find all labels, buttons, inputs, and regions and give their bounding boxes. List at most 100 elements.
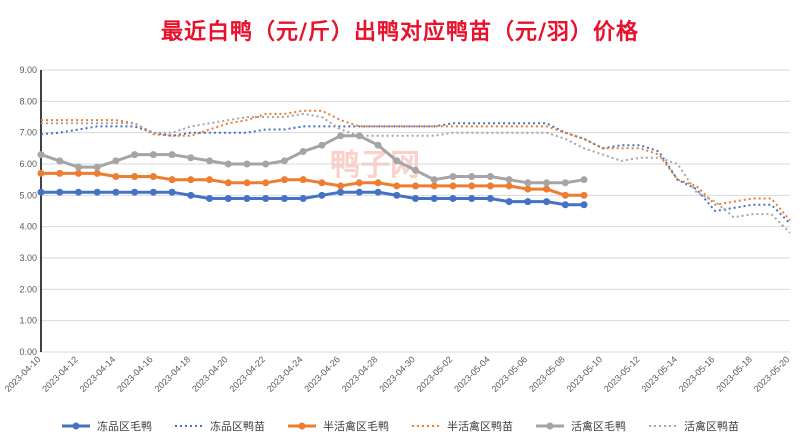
data-point [206, 176, 214, 184]
data-point [280, 176, 288, 184]
data-point [430, 194, 438, 202]
data-point [149, 173, 157, 181]
data-point [449, 173, 457, 181]
legend-swatch [536, 422, 564, 430]
legend-item: 半活禽区毛鸭 [287, 418, 389, 434]
data-point [580, 201, 588, 209]
data-point [505, 198, 513, 206]
series-line-1 [40, 122, 791, 225]
legend-label: 半活禽区毛鸭 [323, 420, 389, 433]
legend-item: 冻品区毛鸭 [61, 418, 152, 434]
data-point [337, 188, 345, 196]
x-tick-label: 2023-04-16 [115, 354, 155, 394]
x-tick-label: 2023-05-16 [677, 354, 717, 394]
data-point [74, 163, 82, 171]
legend: 冻品区毛鸭 冻品区鸭苗 半活禽区毛鸭 半活禽区鸭苗 活禽区毛鸭 活禽区鸭苗 [0, 418, 800, 434]
data-point [187, 176, 195, 184]
y-tick-label: 8.00 [19, 96, 37, 106]
legend-label: 半活禽区鸭苗 [447, 420, 513, 433]
data-point [486, 173, 494, 181]
data-point [449, 194, 457, 202]
x-tick-label: 2023-04-20 [190, 354, 230, 394]
data-point [112, 157, 120, 165]
data-point [280, 194, 288, 202]
legend-swatch [175, 425, 203, 427]
data-point [299, 194, 307, 202]
data-point [318, 191, 326, 199]
data-point [486, 182, 494, 190]
data-point [374, 141, 382, 149]
data-point [112, 173, 120, 181]
x-tick-label: 2023-05-06 [490, 354, 530, 394]
x-tick-label: 2023-04-18 [153, 354, 193, 394]
data-point [337, 182, 345, 190]
y-tick-label: 2.00 [19, 284, 37, 294]
x-tick-label: 2023-04-30 [377, 354, 417, 394]
data-point [486, 194, 494, 202]
data-point [318, 141, 326, 149]
data-point [543, 179, 551, 187]
data-point [74, 169, 82, 177]
legend-item: 冻品区鸭苗 [174, 418, 265, 434]
legend-item: 活禽区鸭苗 [648, 418, 739, 434]
x-tick-label: 2023-05-14 [639, 354, 679, 394]
x-tick-label: 2023-04-24 [265, 354, 305, 394]
data-point [206, 157, 214, 165]
y-tick-label: 7.00 [19, 128, 37, 138]
legend-item: 半活禽区鸭苗 [411, 418, 513, 434]
legend-swatch [288, 422, 316, 430]
x-tick-label: 2023-05-02 [415, 354, 455, 394]
data-point [580, 176, 588, 184]
data-point [168, 151, 176, 159]
data-point [524, 185, 532, 193]
data-point [243, 194, 251, 202]
legend-item: 活禽区毛鸭 [535, 418, 626, 434]
data-point [131, 173, 139, 181]
data-point [168, 176, 176, 184]
data-point [37, 169, 45, 177]
data-point [74, 188, 82, 196]
legend-label: 冻品区毛鸭 [97, 420, 152, 433]
data-point [224, 179, 232, 187]
data-point [374, 179, 382, 187]
data-point [299, 147, 307, 155]
y-tick-label: 5.00 [19, 190, 37, 200]
data-point [430, 182, 438, 190]
data-point [37, 151, 45, 159]
data-point [393, 191, 401, 199]
data-point [224, 194, 232, 202]
x-tick-label: 2023-05-08 [527, 354, 567, 394]
data-point [262, 194, 270, 202]
data-point [187, 191, 195, 199]
data-point [280, 157, 288, 165]
data-point [168, 188, 176, 196]
data-point [449, 182, 457, 190]
data-point [262, 160, 270, 168]
data-point [243, 160, 251, 168]
data-point [149, 151, 157, 159]
data-point [243, 179, 251, 187]
data-point [430, 176, 438, 184]
data-point [561, 191, 569, 199]
x-tick-label: 2023-04-28 [340, 354, 380, 394]
legend-label: 冻品区鸭苗 [210, 420, 265, 433]
data-point [93, 169, 101, 177]
x-tick-label: 2023-04-12 [40, 354, 80, 394]
x-tick-label: 2023-04-14 [78, 354, 118, 394]
data-point [543, 198, 551, 206]
data-point [37, 188, 45, 196]
data-point [187, 154, 195, 162]
x-tick-label: 2023-05-10 [565, 354, 605, 394]
data-point [56, 169, 64, 177]
data-point [112, 188, 120, 196]
data-point [93, 188, 101, 196]
data-point [412, 194, 419, 202]
legend-label: 活禽区毛鸭 [571, 420, 626, 433]
x-tick-label: 2023-04-26 [302, 354, 342, 394]
y-tick-label: 3.00 [19, 253, 37, 263]
x-tick-label: 2023-04-10 [3, 354, 43, 394]
data-point [149, 188, 157, 196]
data-point [299, 176, 307, 184]
series-line-3 [41, 109, 791, 222]
